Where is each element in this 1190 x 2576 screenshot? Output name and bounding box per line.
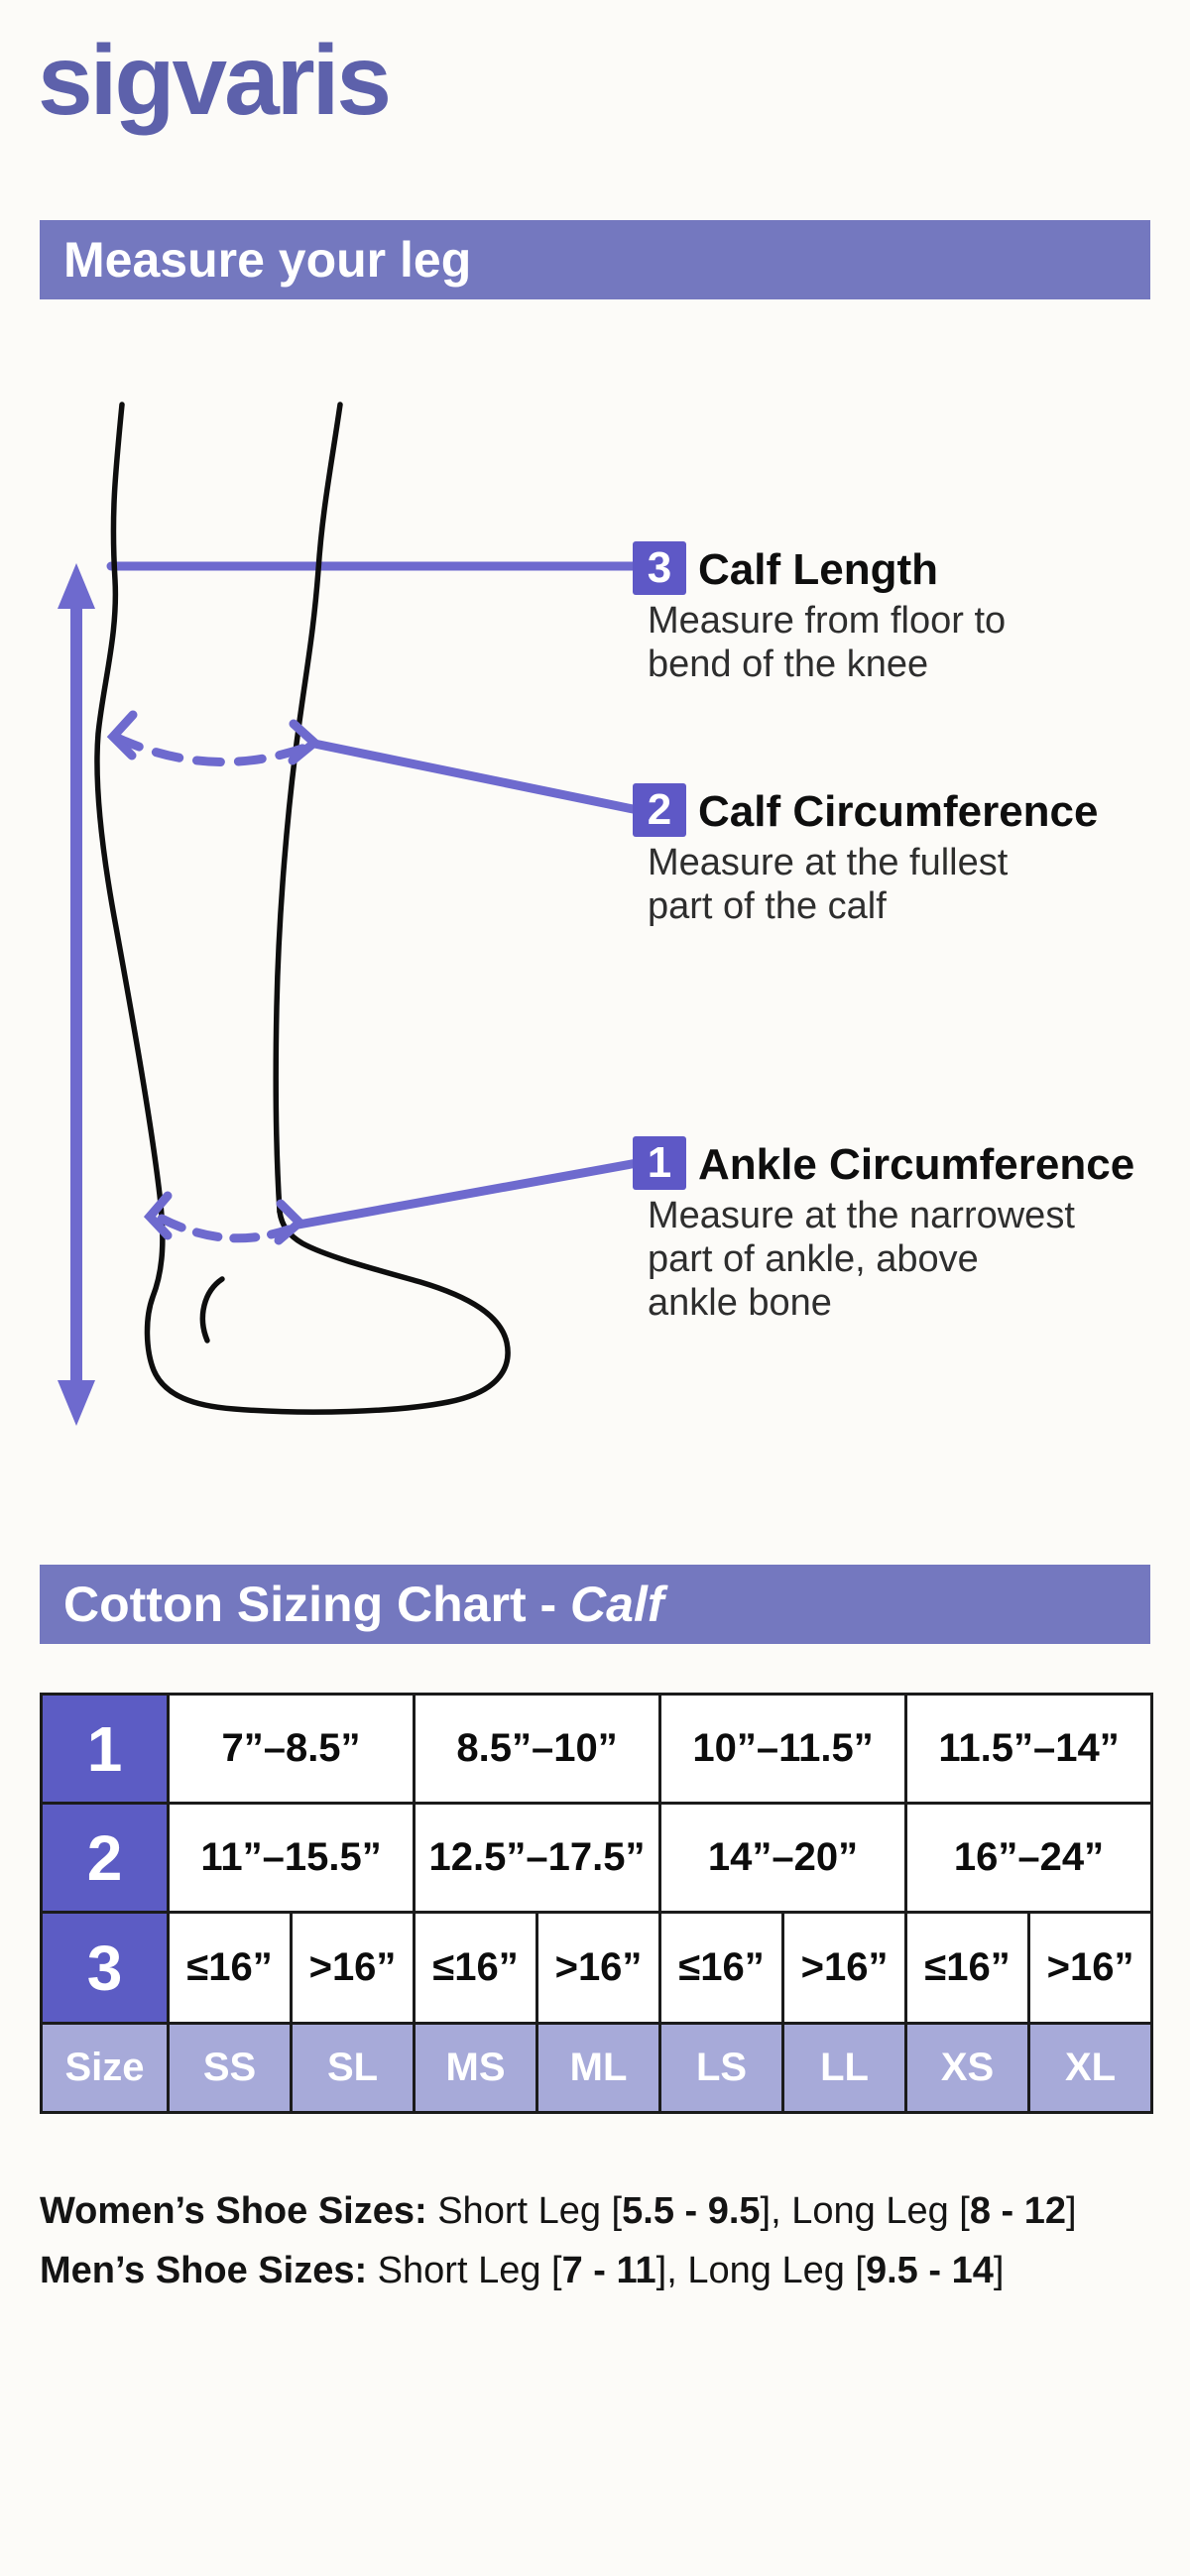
- length-cell: ≤16”: [413, 1911, 539, 2025]
- mens-longleg-range: 9.5 - 14: [865, 2250, 994, 2291]
- size-cell: XS: [904, 2022, 1031, 2114]
- row-label-size: Size: [40, 2022, 170, 2114]
- womens-shortleg-text: Short Leg [: [426, 2190, 623, 2232]
- table-row-calf: 2 11”–15.5” 12.5”–17.5” 14”–20” 16”–24”: [40, 1802, 1154, 1914]
- callout-desc-ankle-circumference: Measure at the narrowest part of ankle, …: [648, 1195, 1075, 1324]
- size-cell: SL: [289, 2022, 416, 2114]
- callout-line-calf: [309, 739, 648, 816]
- calf-range-cell: 12.5”–17.5”: [413, 1802, 662, 1914]
- measure-section-title: Measure your leg: [63, 232, 472, 288]
- sizing-section-title: Cotton Sizing Chart -: [63, 1577, 571, 1632]
- leg-outline-back: [94, 402, 511, 1415]
- callout-title-calf-length: Calf Length: [698, 545, 938, 594]
- womens-shoe-sizes-note: Women’s Shoe Sizes: Short Leg [5.5 - 9.5…: [40, 2187, 1077, 2235]
- mens-shortleg-text: Short Leg [: [367, 2250, 562, 2291]
- womens-label: Women’s Shoe Sizes:: [40, 2190, 427, 2232]
- womens-longleg-range: 8 - 12: [969, 2190, 1067, 2232]
- sizing-section-title-italic: Calf: [570, 1577, 664, 1632]
- table-row-length: 3 ≤16” >16” ≤16” >16” ≤16” >16” ≤16” >16…: [40, 1911, 1154, 2025]
- sizing-section-banner: Cotton Sizing Chart - Calf: [40, 1565, 1150, 1644]
- length-cell: >16”: [289, 1911, 416, 2025]
- callout-line-ankle: [294, 1157, 648, 1229]
- row-label-1: 1: [40, 1693, 170, 1805]
- length-cell: >16”: [536, 1911, 662, 2025]
- length-cell: ≤16”: [658, 1911, 785, 2025]
- measure-section-banner: Measure your leg: [40, 220, 1150, 299]
- mens-label: Men’s Shoe Sizes:: [40, 2250, 368, 2291]
- length-cell: ≤16”: [167, 1911, 293, 2025]
- row-label-3: 3: [40, 1911, 170, 2025]
- mens-shoe-sizes-note: Men’s Shoe Sizes: Short Leg [7 - 11], Lo…: [40, 2247, 1004, 2294]
- ankle-range-cell: 11.5”–14”: [904, 1693, 1154, 1805]
- ankle-range-cell: 8.5”–10”: [413, 1693, 662, 1805]
- vertical-measure-arrow: [58, 563, 95, 1426]
- size-cell: MS: [413, 2022, 539, 2114]
- size-cell: LL: [781, 2022, 908, 2114]
- ankle-range-cell: 10”–11.5”: [658, 1693, 908, 1805]
- calf-range-cell: 16”–24”: [904, 1802, 1154, 1914]
- length-cell: ≤16”: [904, 1911, 1031, 2025]
- table-row-size: Size SS SL MS ML LS LL XS XL: [40, 2022, 1154, 2114]
- callout-number-3: 3: [647, 543, 672, 592]
- callout-number-1: 1: [647, 1138, 672, 1187]
- callout-desc-calf-length: Measure from floor to bend of the knee: [648, 600, 1007, 685]
- leg-outline-front: [273, 402, 343, 1215]
- table-row-ankle: 1 7”–8.5” 8.5”–10” 10”–11.5” 11.5”–14”: [40, 1693, 1154, 1805]
- size-cell: LS: [658, 2022, 785, 2114]
- callout-title-ankle-circumference: Ankle Circumference: [698, 1140, 1135, 1189]
- calf-range-cell: 14”–20”: [658, 1802, 908, 1914]
- size-cell: ML: [536, 2022, 662, 2114]
- womens-longleg-text: ], Long Leg [: [760, 2190, 970, 2232]
- leg-diagram: [58, 402, 648, 1426]
- length-cell: >16”: [1027, 1911, 1154, 2025]
- size-cell: XL: [1027, 2022, 1154, 2114]
- size-cell: SS: [167, 2022, 293, 2114]
- womens-shortleg-range: 5.5 - 9.5: [622, 2190, 761, 2232]
- callout-badge-2: 2: [633, 783, 686, 837]
- callout-number-2: 2: [647, 785, 672, 834]
- callout-badge-3: 3: [633, 541, 686, 595]
- callout-badge-1: 1: [633, 1136, 686, 1190]
- womens-close-bracket: ]: [1066, 2190, 1077, 2232]
- row-label-2: 2: [40, 1802, 170, 1914]
- calf-range-cell: 11”–15.5”: [166, 1802, 416, 1914]
- length-cell: >16”: [781, 1911, 908, 2025]
- brand-logo: sigvaris: [38, 25, 392, 136]
- mens-longleg-text: ], Long Leg [: [655, 2250, 866, 2291]
- callout-desc-calf-circumference: Measure at the fullest part of the calf: [648, 842, 1009, 927]
- heel-line: [199, 1276, 225, 1344]
- ankle-tape-dashed: [143, 1191, 306, 1245]
- sizing-table: 1 7”–8.5” 8.5”–10” 10”–11.5” 11.5”–14” 2…: [40, 1693, 1154, 2114]
- mens-close-bracket: ]: [993, 2250, 1005, 2291]
- calf-tape-dashed: [106, 710, 321, 766]
- mens-shortleg-range: 7 - 11: [561, 2250, 656, 2291]
- callout-title-calf-circumference: Calf Circumference: [698, 787, 1099, 836]
- ankle-range-cell: 7”–8.5”: [166, 1693, 416, 1805]
